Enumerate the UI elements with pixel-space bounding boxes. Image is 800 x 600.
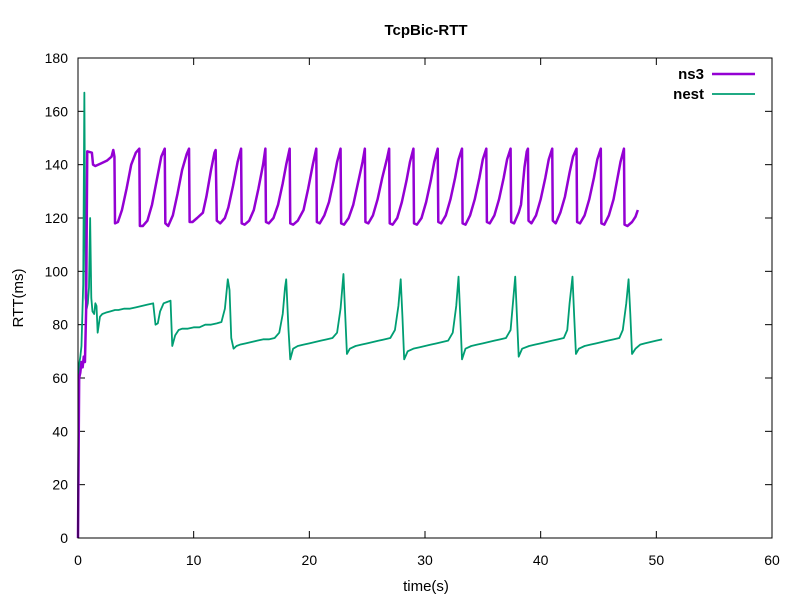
y-tick-label: 0	[60, 530, 68, 546]
y-tick-label: 60	[52, 370, 68, 386]
y-tick-label: 120	[45, 210, 69, 226]
y-tick-label: 160	[45, 103, 69, 119]
x-tick-label: 50	[649, 552, 665, 568]
y-tick-label: 180	[45, 50, 69, 66]
x-tick-label: 10	[186, 552, 202, 568]
legend-label-nest: nest	[673, 86, 704, 103]
x-axis-label: time(s)	[403, 578, 449, 595]
chart-title: TcpBic-RTT	[384, 22, 467, 39]
y-tick-label: 40	[52, 423, 68, 439]
y-tick-label: 80	[52, 317, 68, 333]
x-tick-label: 30	[417, 552, 433, 568]
series-line-ns3	[76, 147, 640, 539]
legend: ns3 nest	[673, 66, 755, 103]
axis-ticks: 0 10 20 30 40 50 60 0 20 40 60 80 100 120 140 160 180	[45, 50, 780, 568]
x-tick-label: 0	[74, 552, 82, 568]
series-line-nest	[77, 91, 663, 539]
y-tick-label: 20	[52, 477, 68, 493]
plot-frame	[77, 57, 773, 539]
x-tick-label: 40	[533, 552, 549, 568]
x-tick-label: 60	[764, 552, 780, 568]
y-tick-label: 100	[45, 263, 69, 279]
series-layer	[76, 91, 663, 539]
y-tick-label: 140	[45, 157, 69, 173]
y-axis-label: RTT(ms)	[10, 269, 27, 328]
x-tick-label: 20	[302, 552, 318, 568]
legend-label-ns3: ns3	[678, 66, 704, 83]
